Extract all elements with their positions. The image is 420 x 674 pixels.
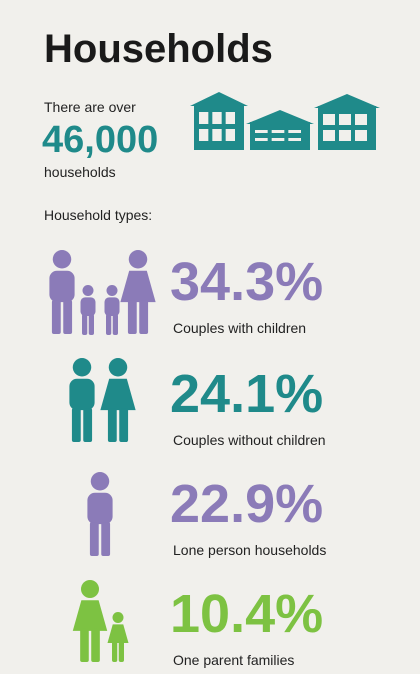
title: Households xyxy=(44,27,273,71)
house-window xyxy=(199,112,209,124)
person-leg xyxy=(101,522,111,556)
house-wall xyxy=(194,104,244,150)
person-body xyxy=(69,378,95,411)
count: 46,000 xyxy=(42,119,158,161)
house-window xyxy=(255,130,268,133)
house-wall xyxy=(318,106,376,150)
house-window xyxy=(355,114,367,125)
house-roof xyxy=(314,94,380,108)
person-leg xyxy=(63,300,73,334)
person-leg xyxy=(89,522,99,556)
person-body xyxy=(100,378,136,411)
person-body xyxy=(72,600,108,631)
type-label: One parent families xyxy=(173,652,294,668)
house-window xyxy=(339,114,351,125)
person-leg xyxy=(127,300,137,334)
person-leg xyxy=(119,408,129,442)
house-window xyxy=(339,130,351,141)
percent: 10.4% xyxy=(170,584,323,644)
person-leg xyxy=(88,314,94,335)
house-window xyxy=(212,112,222,124)
house-roof xyxy=(190,92,248,106)
house-window xyxy=(271,130,285,133)
person-head xyxy=(108,358,128,377)
icons xyxy=(49,92,380,662)
person-head xyxy=(112,612,124,623)
house-window xyxy=(225,129,235,141)
house-window xyxy=(271,138,285,141)
person-head xyxy=(82,285,94,296)
percent: 22.9% xyxy=(170,474,323,534)
house-wall xyxy=(250,122,310,150)
house-window xyxy=(212,129,222,141)
person-body xyxy=(87,492,113,525)
person-head xyxy=(80,580,100,599)
person-body xyxy=(104,297,120,316)
house-window xyxy=(199,129,209,141)
house-window xyxy=(225,112,235,124)
house-window xyxy=(323,130,335,141)
house-window xyxy=(355,130,367,141)
type-label: Lone person households xyxy=(173,542,326,558)
person-body xyxy=(107,624,129,643)
house-window xyxy=(288,138,301,141)
person-head xyxy=(52,249,72,269)
person-leg xyxy=(71,408,81,442)
person-leg xyxy=(112,641,118,662)
type-label: Couples without children xyxy=(173,432,326,448)
unit: households xyxy=(44,164,116,180)
house-window xyxy=(288,130,301,133)
person-head xyxy=(106,285,118,296)
person-leg xyxy=(118,641,124,662)
person-leg xyxy=(91,628,100,662)
person-leg xyxy=(82,314,88,335)
person-leg xyxy=(107,408,117,442)
person-body xyxy=(49,270,75,303)
house-window xyxy=(323,114,335,125)
percent: 34.3% xyxy=(170,252,323,312)
person-head xyxy=(128,249,148,269)
type-label: Couples with children xyxy=(173,320,306,336)
person-body xyxy=(80,297,96,316)
person-leg xyxy=(83,408,93,442)
person-head xyxy=(90,472,110,491)
house-window xyxy=(255,138,268,141)
types-label: Household types: xyxy=(44,207,152,223)
person-leg xyxy=(51,300,61,334)
intro: There are over xyxy=(44,99,136,115)
person-head xyxy=(72,358,92,377)
person-leg xyxy=(106,314,112,335)
percent: 24.1% xyxy=(170,364,323,424)
house-roof xyxy=(246,110,314,124)
person-leg xyxy=(112,314,118,335)
person-body xyxy=(120,270,156,303)
person-leg xyxy=(80,628,89,662)
person-leg xyxy=(139,300,149,334)
